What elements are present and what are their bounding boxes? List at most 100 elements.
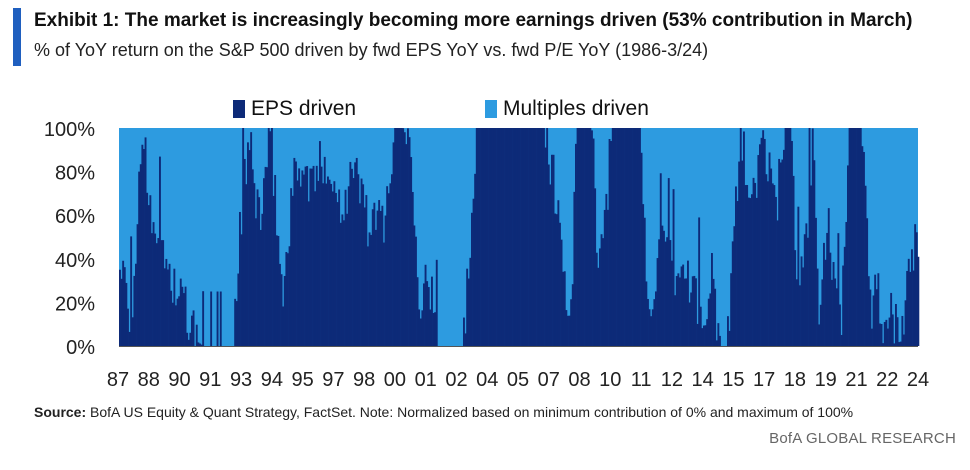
eps-bar bbox=[783, 149, 785, 346]
eps-bar bbox=[149, 195, 152, 346]
eps-bar bbox=[155, 243, 158, 346]
x-tick-label: 04 bbox=[476, 369, 498, 391]
legend-swatch-multiples bbox=[485, 100, 497, 118]
eps-bar bbox=[498, 128, 501, 346]
eps-bar bbox=[301, 170, 304, 346]
eps-bar bbox=[511, 128, 513, 346]
eps-bar bbox=[175, 305, 177, 346]
eps-bar bbox=[656, 258, 659, 346]
y-tick-label: 0% bbox=[66, 337, 95, 359]
eps-bar bbox=[411, 192, 414, 346]
eps-bar bbox=[427, 287, 430, 346]
eps-bar bbox=[133, 275, 136, 346]
eps-bar bbox=[291, 195, 294, 346]
eps-bar bbox=[693, 275, 696, 346]
eps-bar bbox=[304, 166, 307, 346]
eps-bar bbox=[181, 286, 184, 346]
eps-bar bbox=[531, 128, 534, 346]
eps-bar bbox=[887, 328, 889, 346]
eps-bar bbox=[234, 298, 237, 346]
eps-bar bbox=[888, 317, 891, 346]
eps-bar bbox=[795, 279, 798, 346]
eps-bar bbox=[195, 324, 198, 346]
eps-bar bbox=[639, 128, 641, 346]
eps-bar bbox=[120, 278, 123, 346]
y-tick-label: 40% bbox=[55, 250, 95, 272]
eps-bar bbox=[882, 343, 885, 346]
eps-bar bbox=[778, 158, 781, 346]
eps-bar bbox=[275, 235, 278, 346]
eps-bar bbox=[643, 217, 646, 346]
eps-bar bbox=[768, 152, 771, 346]
eps-bar bbox=[898, 342, 901, 346]
eps-bar bbox=[901, 315, 904, 346]
eps-bar bbox=[330, 183, 333, 346]
eps-bar bbox=[859, 128, 862, 346]
brand-label: BofA GLOBAL RESEARCH bbox=[769, 430, 956, 447]
eps-bar bbox=[623, 128, 625, 346]
x-tick-label: 01 bbox=[415, 369, 437, 391]
eps-bar bbox=[823, 242, 825, 346]
eps-bar bbox=[917, 256, 920, 346]
eps-bar bbox=[683, 278, 686, 346]
eps-bar bbox=[634, 128, 637, 346]
eps-bar bbox=[763, 138, 766, 346]
eps-bar bbox=[762, 130, 765, 346]
eps-bar bbox=[399, 128, 401, 346]
eps-bar bbox=[632, 128, 635, 346]
eps-bar bbox=[397, 128, 400, 346]
eps-bar bbox=[199, 343, 201, 346]
eps-bar bbox=[611, 128, 614, 346]
eps-bar bbox=[282, 306, 285, 346]
eps-bar bbox=[383, 242, 385, 346]
eps-bar bbox=[546, 128, 549, 346]
x-tick-label: 08 bbox=[568, 369, 590, 391]
eps-bar bbox=[415, 236, 417, 346]
eps-bar bbox=[906, 270, 909, 346]
eps-bar bbox=[839, 304, 841, 346]
eps-bar bbox=[771, 183, 774, 346]
eps-bar bbox=[816, 268, 819, 346]
eps-bar bbox=[789, 128, 792, 346]
eps-bar bbox=[191, 315, 193, 346]
eps-bar bbox=[735, 186, 737, 346]
eps-bar bbox=[352, 178, 355, 346]
eps-bar bbox=[650, 316, 653, 346]
y-tick-label: 80% bbox=[55, 163, 95, 185]
eps-bar bbox=[555, 214, 558, 346]
eps-bar bbox=[272, 195, 275, 346]
eps-bar bbox=[754, 182, 757, 346]
eps-bar bbox=[325, 183, 328, 346]
eps-bar bbox=[914, 224, 917, 346]
eps-bar bbox=[698, 217, 701, 346]
x-tick-label: 97 bbox=[322, 369, 344, 391]
eps-bar bbox=[746, 185, 749, 346]
eps-bar bbox=[682, 264, 685, 346]
eps-bar bbox=[248, 150, 251, 346]
eps-bar bbox=[786, 128, 789, 346]
eps-bar bbox=[560, 239, 563, 346]
eps-bar bbox=[575, 143, 577, 346]
eps-bar bbox=[648, 309, 651, 346]
eps-bar bbox=[895, 304, 897, 346]
eps-bar bbox=[539, 128, 542, 346]
eps-bar bbox=[410, 157, 413, 346]
eps-bar bbox=[413, 225, 416, 346]
eps-bar bbox=[274, 175, 277, 346]
eps-bar bbox=[915, 232, 918, 346]
eps-bar bbox=[602, 238, 605, 346]
eps-bar bbox=[392, 142, 395, 346]
eps-bar bbox=[663, 230, 665, 346]
x-tick-label: 87 bbox=[107, 369, 129, 391]
eps-bar bbox=[235, 301, 238, 346]
eps-bar bbox=[170, 290, 173, 346]
eps-bar bbox=[573, 191, 576, 346]
eps-bar bbox=[255, 218, 257, 346]
eps-bar bbox=[355, 157, 358, 346]
eps-bar bbox=[739, 128, 742, 346]
eps-bar bbox=[407, 128, 409, 346]
eps-bar bbox=[271, 128, 273, 346]
eps-bar bbox=[883, 321, 886, 346]
eps-bar bbox=[210, 291, 213, 346]
eps-bar bbox=[507, 128, 510, 346]
